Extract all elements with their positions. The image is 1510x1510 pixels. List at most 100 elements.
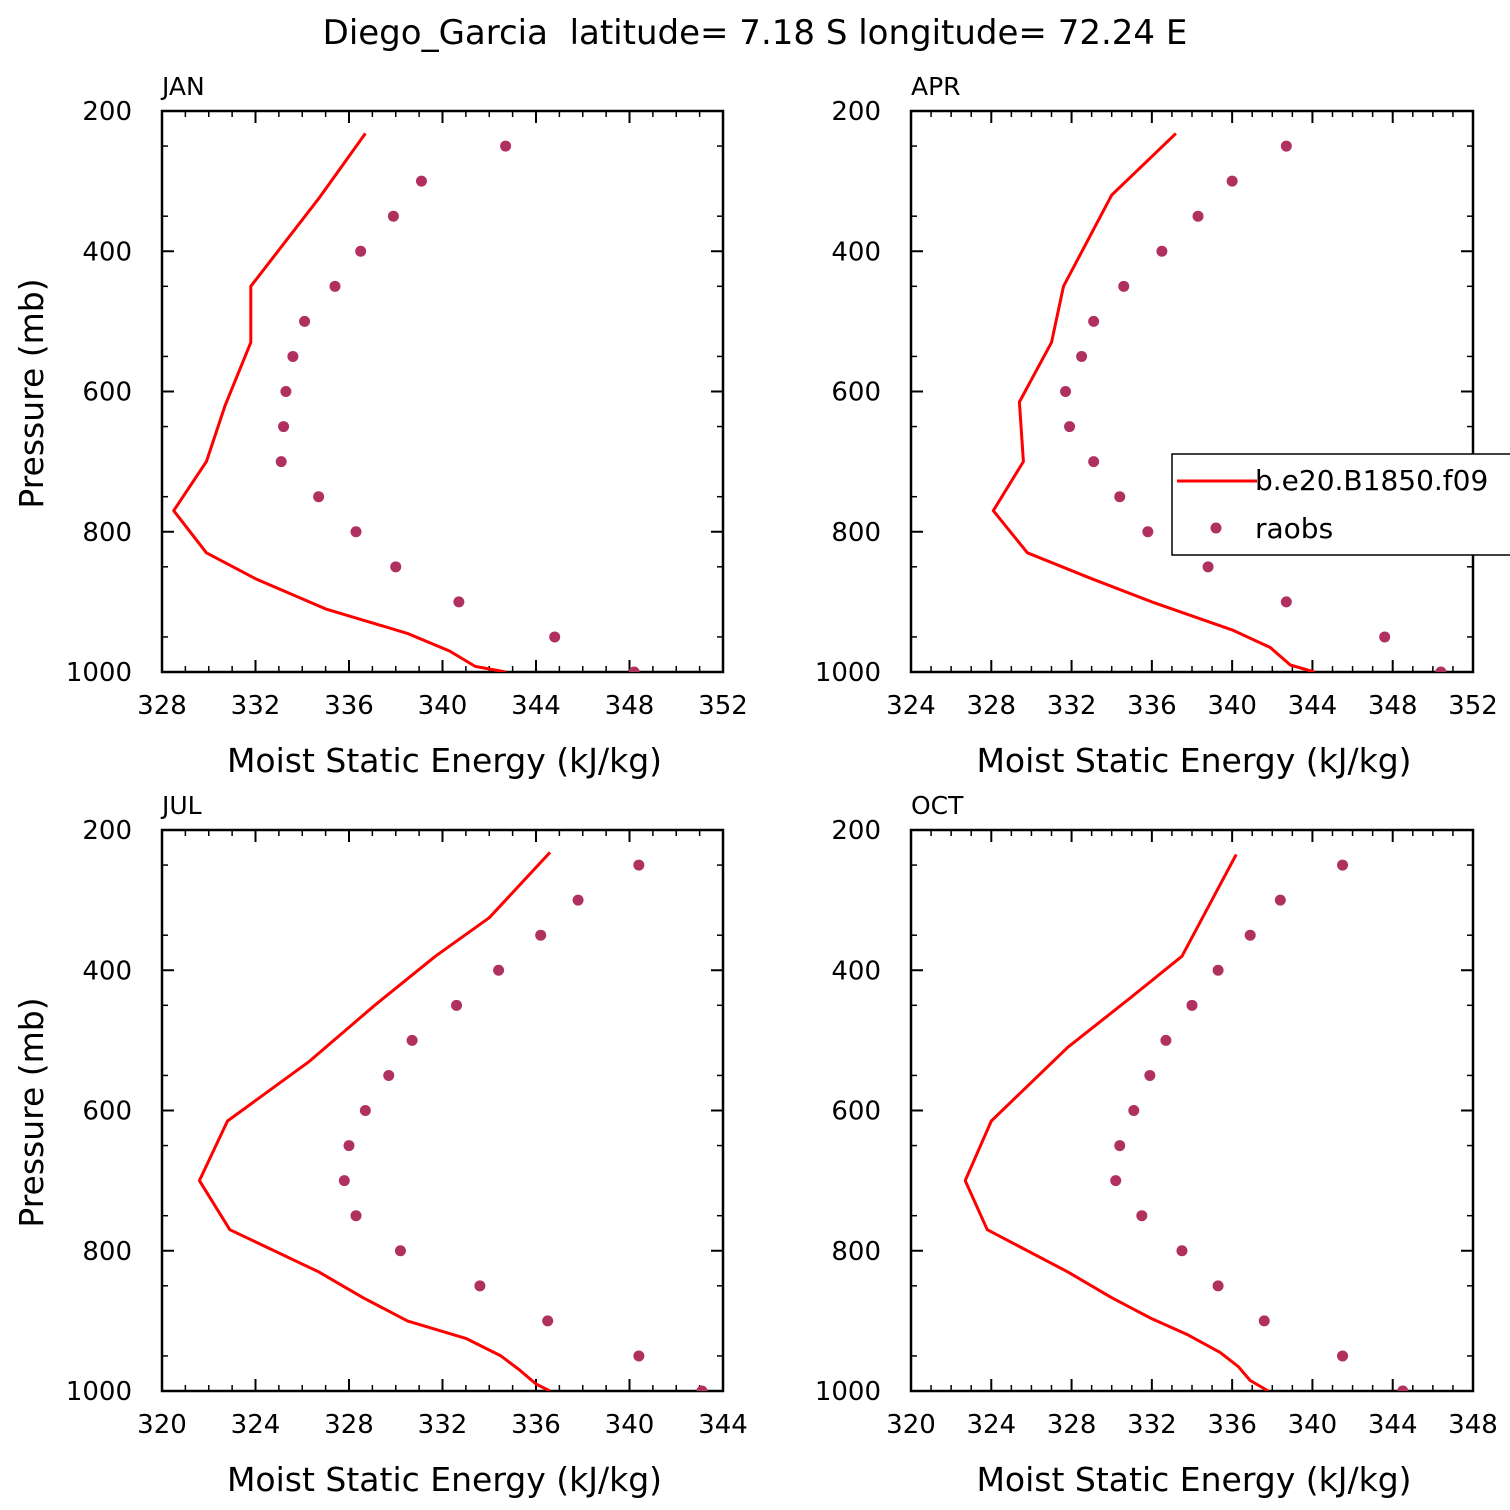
data-point-raobs: [1212, 1280, 1224, 1292]
data-point-raobs: [1142, 526, 1154, 538]
data-point-raobs: [1064, 421, 1076, 433]
x-tick-label: 332: [1127, 1410, 1177, 1440]
y-tick-label: 600: [831, 1097, 881, 1127]
y-tick-label: 600: [82, 378, 132, 408]
y-tick-label: 1000: [66, 1377, 132, 1407]
x-tick-label: 324: [966, 1410, 1016, 1440]
x-tick-label: 340: [1207, 691, 1257, 721]
x-tick-label: 336: [1127, 691, 1177, 721]
x-tick-label: 328: [137, 691, 187, 721]
data-point-raobs: [275, 456, 287, 468]
data-point-raobs: [350, 526, 362, 538]
x-axis-label: Moist Static Energy (kJ/kg): [227, 1460, 662, 1499]
x-tick-label: 328: [324, 1410, 374, 1440]
data-point-raobs: [338, 1175, 350, 1187]
y-tick-label: 400: [82, 237, 132, 267]
y-tick-label: 800: [82, 518, 132, 548]
data-layer: [172, 132, 640, 672]
data-point-raobs: [453, 596, 465, 608]
y-tick-label: 400: [831, 956, 881, 986]
data-point-raobs: [383, 1069, 395, 1081]
x-tick-label: 324: [886, 691, 936, 721]
data-point-raobs: [359, 1105, 371, 1116]
panel-jul: JUL 320 324 328 332 336 340 344 200 400 600 800 1000…: [12, 791, 748, 1499]
x-tick-label: 344: [511, 691, 561, 721]
data-point-raobs: [1088, 315, 1100, 327]
series-line-model: [197, 851, 552, 1391]
data-point-raobs: [350, 1210, 362, 1222]
data-point-raobs: [1156, 245, 1168, 257]
x-tick-label: 332: [231, 691, 281, 721]
x-tick-label: 336: [511, 1410, 561, 1440]
data-point-raobs: [633, 1350, 645, 1362]
data-point-raobs: [1280, 596, 1292, 608]
data-point-raobs: [451, 999, 463, 1011]
data-point-raobs: [280, 386, 292, 397]
x-tick-label: 332: [1047, 691, 1097, 721]
legend-box: [1171, 453, 1510, 556]
data-point-raobs: [572, 894, 584, 906]
data-point-raobs: [1258, 1315, 1270, 1327]
y-tick-label: 1000: [815, 658, 881, 688]
plot-frame: [909, 109, 1475, 674]
x-tick-label: 328: [1047, 1410, 1097, 1440]
legend: b.e20.B1850.f09 raobs: [1171, 453, 1510, 556]
plot-frame: [909, 828, 1475, 1393]
x-tick-label: 320: [137, 1410, 187, 1440]
data-point-raobs: [1136, 1210, 1148, 1222]
legend-label-model: b.e20.B1850.f09: [1255, 464, 1488, 497]
data-point-raobs: [1176, 1245, 1188, 1257]
y-tick-label: 800: [82, 1237, 132, 1267]
x-tick-label: 348: [1448, 1410, 1498, 1440]
x-tick-label: 340: [418, 691, 468, 721]
data-point-raobs: [355, 245, 367, 257]
x-tick-label: 344: [698, 1410, 748, 1440]
y-tick-label: 1000: [815, 1377, 881, 1407]
data-point-raobs: [287, 350, 299, 362]
data-point-raobs: [406, 1034, 418, 1046]
data-point-raobs: [696, 1385, 708, 1391]
data-point-raobs: [1337, 859, 1349, 871]
data-point-raobs: [1435, 666, 1447, 672]
data-point-raobs: [535, 929, 547, 941]
y-tick-label: 600: [831, 378, 881, 408]
x-tick-label: 336: [1207, 1410, 1257, 1440]
data-point-raobs: [493, 964, 505, 976]
panel-label: JAN: [160, 72, 205, 101]
x-tick-label: 340: [1288, 1410, 1338, 1440]
y-tick-label: 200: [82, 97, 132, 127]
data-point-raobs: [1076, 350, 1088, 362]
data-point-raobs: [1397, 1385, 1409, 1391]
data-point-raobs: [633, 859, 645, 871]
y-tick-label: 600: [82, 1097, 132, 1127]
data-point-raobs: [343, 1140, 355, 1152]
data-point-raobs: [1128, 1105, 1140, 1116]
panel-label: OCT: [911, 791, 964, 820]
panels: JAN 328 332 336 340 344 348 352 200 400 600 800 1000…: [12, 72, 1510, 1499]
x-tick-label: 348: [1368, 691, 1418, 721]
y-tick-label: 200: [831, 816, 881, 846]
x-tick-label: 328: [966, 691, 1016, 721]
y-tick-label: 800: [831, 1237, 881, 1267]
panel-oct: OCT 320 324 328 332 336 340 344 348 200 400 600 800 1…: [815, 791, 1498, 1499]
data-point-raobs: [500, 140, 512, 152]
x-tick-label: 352: [1448, 691, 1498, 721]
data-point-raobs: [299, 315, 311, 327]
data-point-raobs: [313, 491, 325, 503]
x-axis-label: Moist Static Energy (kJ/kg): [976, 741, 1411, 780]
plot-frame: [160, 109, 725, 674]
data-point-raobs: [474, 1280, 486, 1292]
data-point-raobs: [1244, 929, 1256, 941]
y-tick-label: 400: [82, 956, 132, 986]
data-layer: [991, 132, 1447, 672]
panel-jan: JAN 328 332 336 340 344 348 352 200 400 600 800 1000…: [12, 72, 748, 780]
data-point-raobs: [1379, 631, 1391, 643]
panel-apr: APR 324 328 332 336 340 344 348 352 200 400 600 800 1…: [815, 72, 1510, 780]
data-point-raobs: [1226, 175, 1238, 187]
x-tick-label: 340: [605, 1410, 655, 1440]
y-axis-label: Pressure (mb): [12, 997, 51, 1227]
data-point-raobs: [1114, 491, 1126, 503]
x-tick-label: 352: [698, 691, 748, 721]
data-point-raobs: [415, 175, 427, 187]
